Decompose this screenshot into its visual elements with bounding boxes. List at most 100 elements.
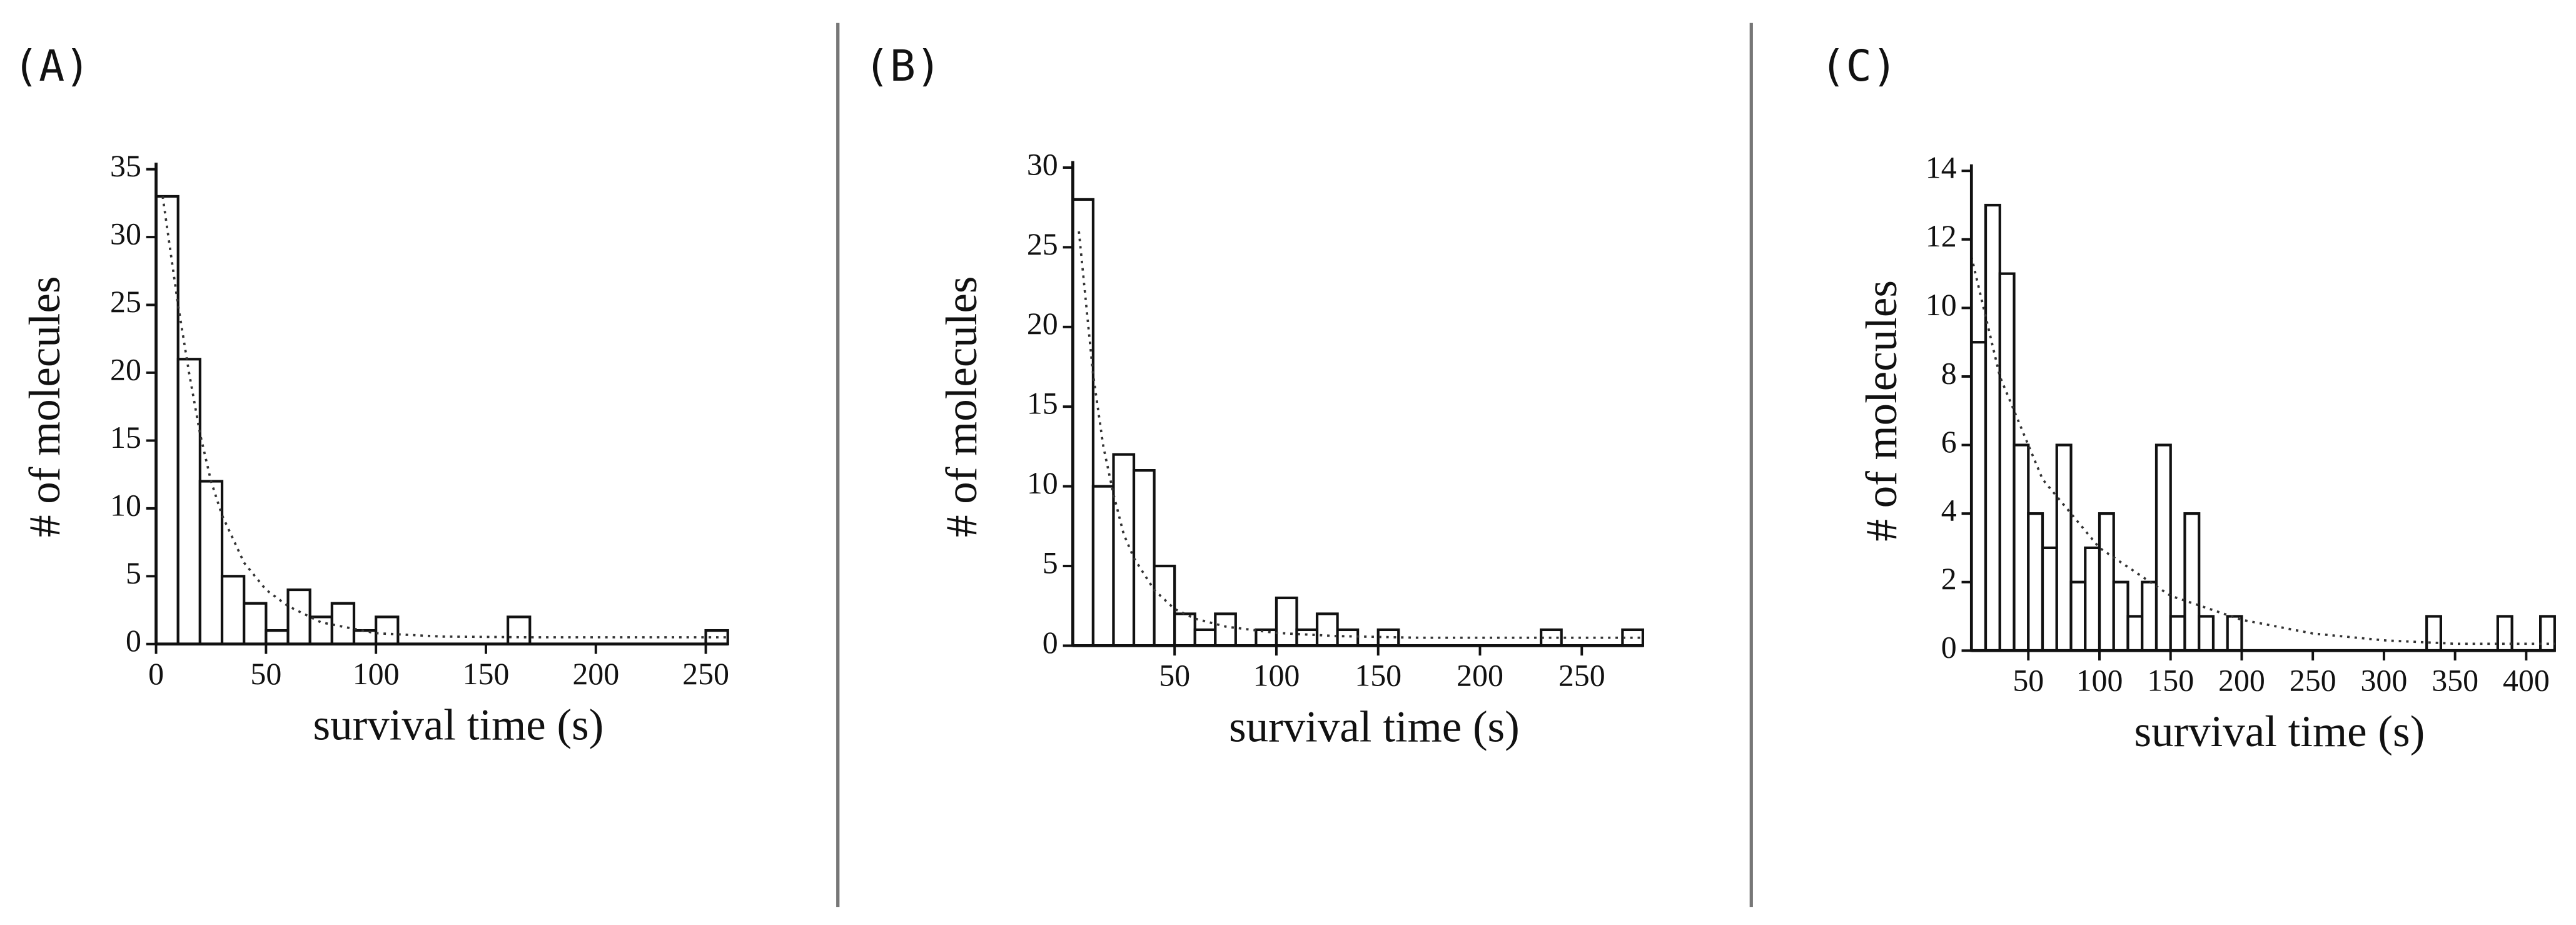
x-tick-label: 50 [250,657,281,691]
bar [286,588,311,645]
bar [375,615,400,645]
y-tick-label: 30 [1027,147,1058,181]
bar [1091,485,1115,647]
bar [2112,580,2129,652]
bar [2098,512,2115,652]
y-tick-label: 14 [1926,151,1957,185]
y-tick-label: 25 [1027,227,1058,261]
bar [1132,469,1156,647]
bar [1193,628,1217,647]
fit-curve [161,196,728,639]
bar [176,358,201,645]
x-tick-label: 150 [1355,658,1402,692]
bar [1275,596,1298,647]
bar [243,602,268,645]
bar [2539,615,2556,652]
x-tick-label: 50 [2013,663,2044,697]
bar [1112,453,1136,647]
y-tick-label: 10 [1027,466,1058,500]
x-tick-label: 100 [353,657,400,691]
y-tick-label: 20 [110,352,141,387]
bar [198,480,224,645]
bar [2041,546,2058,652]
fit-curve [1970,256,2555,645]
x-tick-label: 250 [1558,658,1605,692]
bar [1295,628,1319,647]
x-tick-label: 150 [2147,663,2194,697]
y-tick-label: 4 [1941,493,1957,528]
bar [2084,546,2101,652]
bar [2154,443,2172,652]
y-tick-label: 8 [1941,356,1957,390]
y-tick-label: 25 [110,285,141,319]
y-tick-label: 35 [110,149,141,183]
bar [1970,341,1988,652]
bar [2169,615,2186,652]
bar [2069,580,2087,652]
y-tick-label: 10 [110,488,141,522]
x-tick-label: 250 [682,657,729,691]
x-axis-title: survival time (s) [2134,707,2425,756]
y-tick-label: 15 [1027,387,1058,421]
panel-label: (A) [13,42,90,91]
y-axis-title: # of molecules [1857,280,1906,541]
x-tick-label: 200 [1457,658,1503,692]
bar [154,195,179,645]
bar [1214,612,1237,647]
x-tick-label: 100 [1253,658,1300,692]
y-tick-label: 10 [1926,288,1957,322]
x-tick-label: 100 [2076,663,2123,697]
y-tick-label: 15 [110,420,141,455]
bar [1998,272,2016,652]
x-tick-label: 400 [2503,663,2550,697]
y-tick-label: 0 [126,624,141,658]
y-tick-label: 2 [1941,562,1957,596]
bar [308,615,333,645]
bar [2183,512,2201,652]
bar [2126,615,2144,652]
bar [2198,615,2215,652]
x-axis-title: survival time (s) [313,701,604,750]
bar [1173,612,1196,647]
x-tick-label: 200 [572,657,619,691]
bar [2013,443,2030,652]
x-axis-title: survival time (s) [1229,702,1520,751]
bar [2055,443,2073,652]
bar [1984,203,2001,652]
panel-label: (B) [864,42,941,91]
bar [330,602,356,645]
bar [1071,198,1095,647]
panel-label: (C) [1821,42,1897,91]
x-tick-label: 200 [2218,663,2265,697]
bar [2027,512,2044,652]
y-tick-label: 0 [1043,625,1058,660]
y-tick-label: 0 [1941,630,1957,665]
bar [1315,612,1339,647]
bar [2425,615,2442,652]
x-tick-label: 350 [2432,663,2478,697]
bar [2226,615,2243,652]
x-tick-label: 300 [2360,663,2407,697]
y-tick-label: 20 [1027,306,1058,341]
fit-curve [1078,231,1643,639]
x-tick-label: 50 [1159,658,1190,692]
bar [265,629,290,645]
y-tick-label: 5 [1043,545,1058,580]
bar [220,575,246,645]
bar [2496,615,2513,652]
x-tick-label: 150 [463,657,510,691]
y-axis-title: # of molecules [21,276,69,537]
y-tick-label: 6 [1941,425,1957,459]
y-tick-label: 12 [1926,219,1957,253]
bar [352,629,378,645]
y-tick-label: 5 [126,556,141,590]
bar [1336,628,1360,647]
bar [1255,628,1278,647]
bar [2141,580,2158,652]
bar [507,615,532,645]
y-axis-title: # of molecules [937,276,986,537]
x-tick-label: 0 [148,657,164,691]
x-tick-label: 250 [2290,663,2336,697]
y-tick-label: 30 [110,217,141,251]
